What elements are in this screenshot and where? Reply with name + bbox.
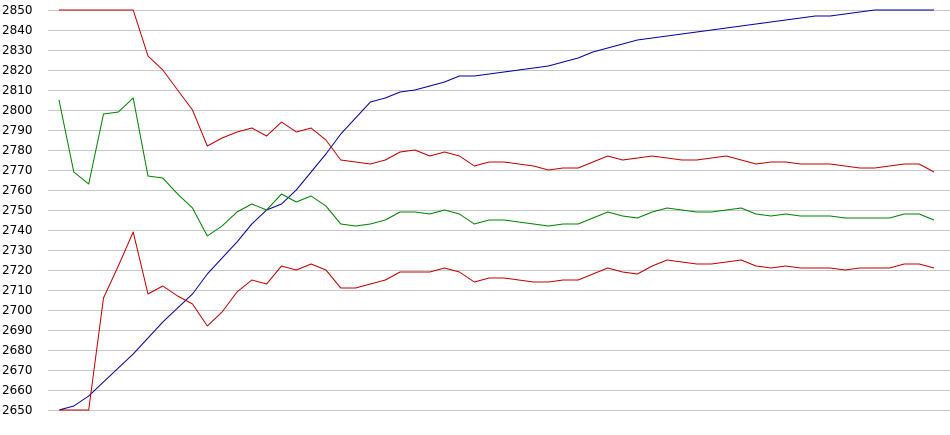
- y-tick-label: 2710: [2, 283, 33, 297]
- y-tick-label: 2760: [2, 183, 33, 197]
- y-tick-label: 2730: [2, 243, 33, 257]
- y-tick-label: 2780: [2, 143, 33, 157]
- y-tick-label: 2810: [2, 83, 33, 97]
- y-tick-label: 2740: [2, 223, 33, 237]
- grid-lines: [48, 10, 950, 411]
- y-tick-label: 2830: [2, 43, 33, 57]
- series-line-3: [58, 97, 935, 237]
- y-tick-label: 2670: [2, 363, 33, 377]
- y-tick-label: 2690: [2, 323, 33, 337]
- series-line-1: [58, 9, 934, 411]
- y-tick-label: 2820: [2, 63, 33, 77]
- series-lines: [58, 9, 935, 411]
- y-tick-label: 2840: [2, 23, 33, 37]
- y-tick-label: 2700: [2, 303, 33, 317]
- series-line-2: [59, 9, 935, 173]
- y-tick-label: 2770: [2, 163, 33, 177]
- y-tick-label: 2680: [2, 343, 33, 357]
- series-line-4: [59, 231, 935, 411]
- y-tick-label: 2660: [2, 383, 33, 397]
- y-tick-label: 2720: [2, 263, 33, 277]
- y-tick-label: 2790: [2, 123, 33, 137]
- y-tick-label: 2750: [2, 203, 33, 217]
- y-axis-tick-labels: 2650 2660 2670 2680 2690 2700 2710 2720 2730 2740…: [2, 3, 33, 417]
- y-tick-label: 2800: [2, 103, 33, 117]
- y-tick-label: 2650: [2, 403, 33, 417]
- y-tick-label: 2850: [2, 3, 33, 17]
